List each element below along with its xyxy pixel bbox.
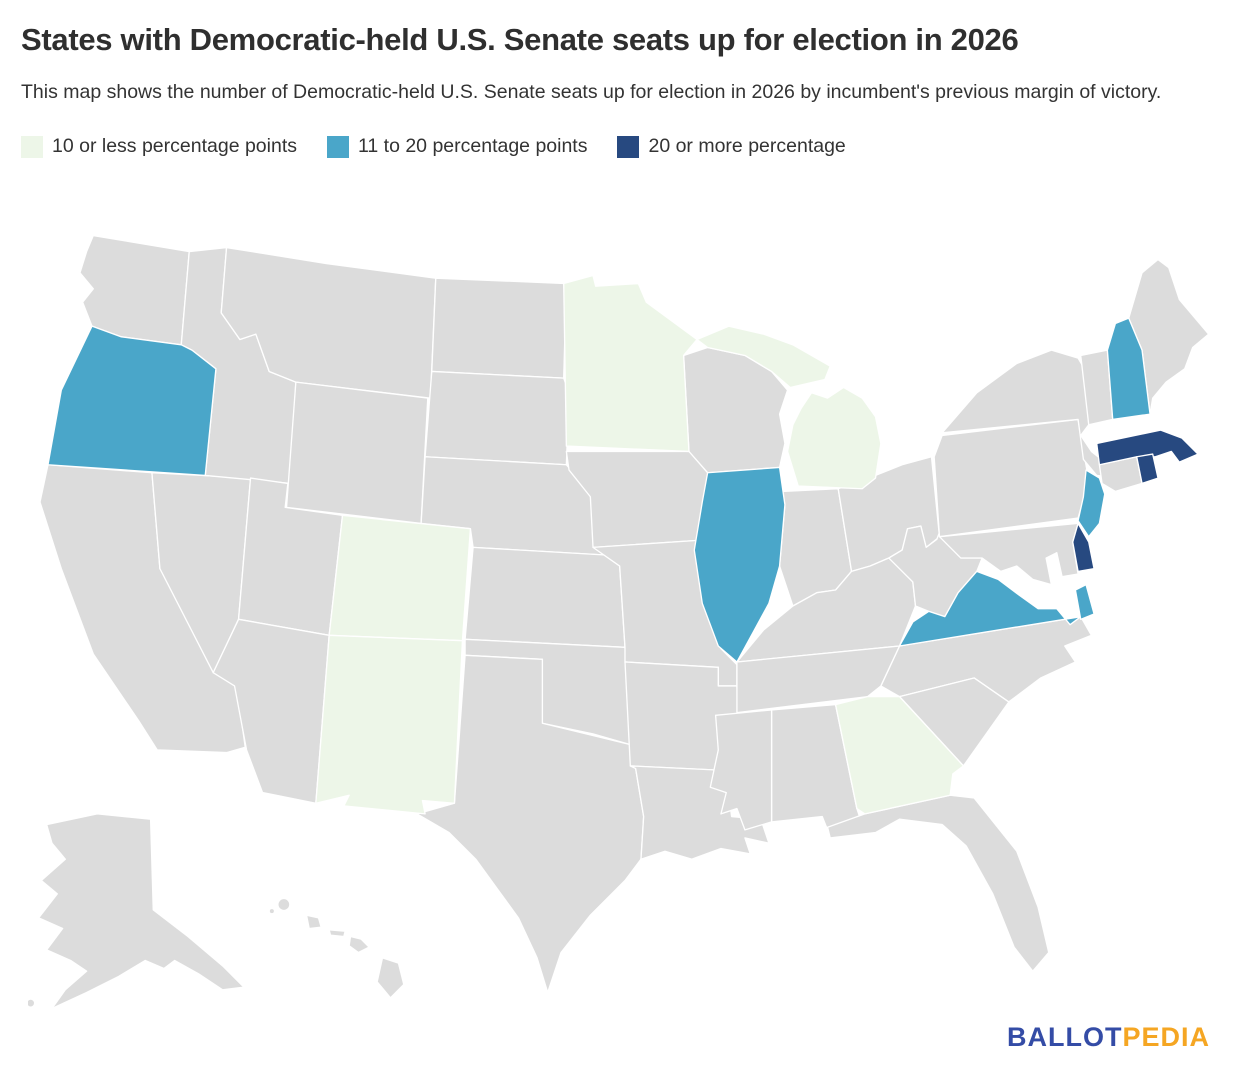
state-ms[interactable] bbox=[709, 709, 773, 831]
legend-item-mid: 11 to 20 percentage points bbox=[327, 135, 587, 158]
state-ma[interactable] bbox=[1096, 429, 1199, 466]
state-mt[interactable] bbox=[220, 246, 437, 399]
state-hi-niihau[interactable] bbox=[268, 907, 276, 915]
state-hi-bigisland[interactable] bbox=[376, 957, 405, 999]
state-nj[interactable] bbox=[1077, 469, 1106, 538]
state-mi-lower[interactable] bbox=[786, 386, 882, 490]
state-ks[interactable] bbox=[464, 546, 626, 648]
state-hi-molokai[interactable] bbox=[328, 929, 346, 938]
legend-item-low: 10 or less percentage points bbox=[21, 135, 297, 158]
ballotpedia-logo[interactable]: BALLOTPEDIA bbox=[1007, 1022, 1210, 1053]
legend-swatch-low bbox=[21, 135, 43, 158]
legend: 10 or less percentage points 11 to 20 pe… bbox=[21, 135, 1218, 158]
logo-ballot: BALLOT bbox=[1006, 1022, 1123, 1052]
state-sd[interactable] bbox=[424, 370, 570, 466]
state-va-eastern-shore[interactable] bbox=[1074, 584, 1095, 621]
state-hi-kauai[interactable] bbox=[277, 897, 291, 912]
state-ak-island[interactable] bbox=[28, 998, 36, 1008]
logo-pedia: PEDIA bbox=[1122, 1022, 1210, 1052]
legend-swatch-mid bbox=[327, 135, 349, 158]
state-ri[interactable] bbox=[1136, 453, 1159, 485]
state-ak[interactable] bbox=[37, 813, 245, 1010]
state-nd[interactable] bbox=[431, 277, 568, 379]
state-tn[interactable] bbox=[736, 645, 901, 714]
state-ga[interactable] bbox=[834, 695, 965, 815]
state-va[interactable] bbox=[898, 570, 1082, 647]
page-subtitle: This map shows the number of Democratic-… bbox=[21, 81, 1162, 103]
legend-item-high: 20 or more percentage bbox=[617, 135, 846, 158]
state-nm[interactable] bbox=[315, 634, 464, 815]
state-mi-upper[interactable] bbox=[696, 325, 831, 389]
state-wy[interactable] bbox=[285, 381, 429, 525]
legend-swatch-high bbox=[617, 135, 640, 158]
state-hi-oahu[interactable] bbox=[305, 914, 322, 930]
state-mn[interactable] bbox=[563, 274, 698, 453]
state-co[interactable] bbox=[328, 514, 472, 642]
state-hi-maui[interactable] bbox=[348, 935, 370, 954]
us-map bbox=[28, 234, 1210, 1010]
state-ny[interactable] bbox=[941, 349, 1141, 482]
state-pa[interactable] bbox=[933, 418, 1090, 538]
state-fl[interactable] bbox=[826, 794, 1050, 972]
state-il[interactable] bbox=[693, 466, 786, 663]
page-header: States with Democratic-held U.S. Senate … bbox=[0, 0, 1240, 158]
legend-label-high: 20 or more percentage bbox=[648, 135, 846, 157]
state-de[interactable] bbox=[1072, 522, 1095, 573]
state-nh[interactable] bbox=[1106, 317, 1151, 421]
state-or[interactable] bbox=[47, 325, 217, 477]
state-nc[interactable] bbox=[880, 616, 1093, 703]
page-title: States with Democratic-held U.S. Senate … bbox=[21, 22, 1019, 57]
legend-label-mid: 11 to 20 percentage points bbox=[358, 135, 588, 157]
legend-label-low: 10 or less percentage points bbox=[52, 135, 297, 157]
